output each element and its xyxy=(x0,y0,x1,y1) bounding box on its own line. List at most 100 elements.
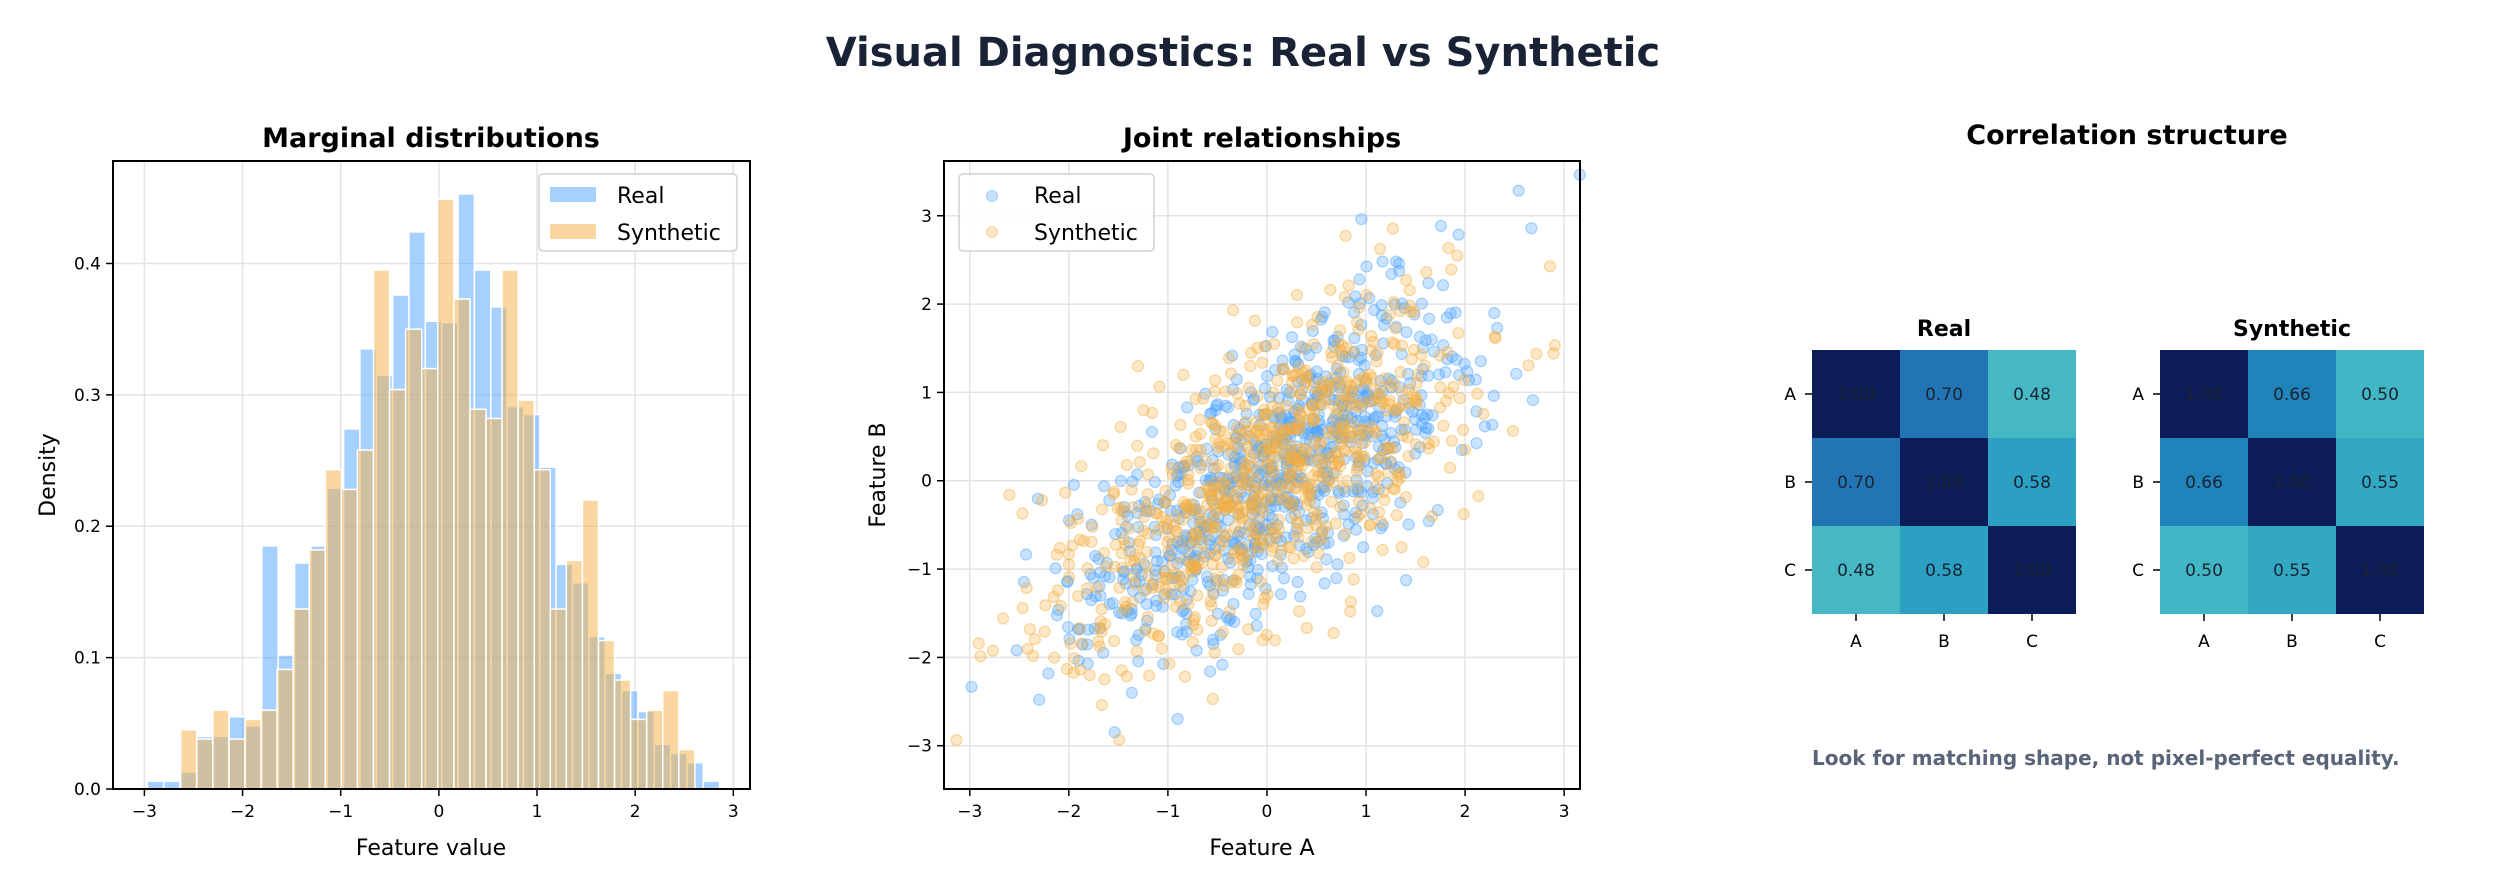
scatter-point-synthetic xyxy=(1243,547,1257,560)
scatter-point-real xyxy=(1403,402,1416,415)
scatter-point-real xyxy=(1440,311,1454,324)
legend-label-synthetic: Synthetic xyxy=(617,221,721,246)
histogram-bar-synthetic xyxy=(517,399,535,790)
scatter-point-real xyxy=(1390,320,1403,334)
scatter-point-real xyxy=(1462,374,1476,387)
scatter-point-synthetic xyxy=(1251,389,1264,403)
scatter-point-real xyxy=(1367,413,1380,426)
histogram-bar-synthetic xyxy=(613,679,632,790)
scatter-point-synthetic xyxy=(1320,480,1333,493)
scatter-point-synthetic xyxy=(1186,561,1199,574)
scatter-point-real xyxy=(1157,657,1170,671)
scatter-point-real xyxy=(1421,408,1434,421)
scatter-point-real xyxy=(1449,306,1462,319)
histogram-legend: Real Synthetic xyxy=(538,173,738,252)
scatter-point-synthetic xyxy=(1184,557,1198,570)
scatter-point-synthetic xyxy=(1321,425,1335,439)
scatter-point-synthetic xyxy=(1332,455,1345,469)
scatter-point-real xyxy=(1260,438,1273,451)
scatter-point-real xyxy=(1242,430,1256,443)
scatter-point-real xyxy=(1314,445,1327,458)
scatter-point-synthetic xyxy=(1407,305,1421,318)
scatter-point-real xyxy=(1359,375,1372,388)
scatter-point-real xyxy=(1330,372,1343,385)
scatter-point-real xyxy=(1361,480,1374,493)
scatter-point-real xyxy=(1357,382,1370,395)
scatter-point-synthetic xyxy=(1386,222,1399,235)
scatter-point-synthetic xyxy=(1417,555,1430,569)
scatter-point-synthetic xyxy=(1062,571,1076,584)
scatter-point-synthetic xyxy=(1282,541,1295,554)
scatter-point-real xyxy=(1291,424,1304,437)
scatter-point-synthetic xyxy=(1329,517,1342,530)
scatter-point-synthetic xyxy=(1312,547,1325,560)
scatter-point-synthetic xyxy=(972,637,985,650)
scatter-point-synthetic xyxy=(1344,595,1357,608)
scatter-point-real xyxy=(1251,545,1264,558)
scatter-point-real xyxy=(1241,474,1254,488)
scatter-point-real xyxy=(1478,420,1491,433)
scatter-point-real xyxy=(1280,461,1293,474)
scatter-point-real xyxy=(1274,534,1287,548)
scatter-point-real xyxy=(1218,483,1232,496)
scatter-point-synthetic xyxy=(1272,435,1285,448)
scatter-point-synthetic xyxy=(1291,517,1305,530)
scatter-point-synthetic xyxy=(1313,534,1327,547)
scatter-point-synthetic xyxy=(1301,371,1314,384)
heatmap-real-row-label: B xyxy=(1784,473,1796,493)
scatter-point-synthetic xyxy=(1207,586,1220,599)
scatter-point-real xyxy=(1379,457,1392,470)
scatter-point-real xyxy=(1149,569,1162,582)
scatter-point-synthetic xyxy=(1344,605,1357,618)
scatter-point-synthetic xyxy=(1457,424,1470,437)
scatter-point-synthetic xyxy=(1321,385,1334,399)
scatter-point-real xyxy=(1399,466,1412,479)
scatter-point-synthetic xyxy=(1394,365,1407,379)
scatter-point-synthetic xyxy=(1217,535,1230,548)
scatter-point-synthetic xyxy=(1335,388,1348,401)
scatter-point-real xyxy=(1264,461,1278,474)
heatmap-synthetic-cell xyxy=(2336,350,2424,438)
scatter-point-real xyxy=(1221,472,1234,486)
scatter-x-tick-label: 0 xyxy=(1262,802,1273,822)
scatter-point-synthetic xyxy=(1263,480,1276,493)
scatter-point-synthetic xyxy=(1081,562,1094,575)
scatter-point-real xyxy=(1390,255,1403,268)
scatter-point-real xyxy=(1278,500,1291,513)
scatter-point-real xyxy=(1231,529,1245,542)
scatter-point-synthetic xyxy=(1206,417,1219,430)
scatter-point-real xyxy=(1247,491,1260,504)
scatter-point-real xyxy=(1234,445,1247,459)
scatter-point-synthetic xyxy=(1200,529,1213,542)
scatter-point-real xyxy=(1332,484,1345,498)
scatter-point-real xyxy=(1123,545,1136,558)
scatter-point-synthetic xyxy=(1182,507,1195,520)
scatter-point-synthetic xyxy=(1393,466,1406,479)
scatter-point-synthetic xyxy=(1307,338,1320,351)
scatter-point-synthetic xyxy=(1284,422,1297,436)
scatter-point-synthetic xyxy=(1399,273,1413,287)
scatter-point-real xyxy=(1402,518,1415,531)
histogram-bar-synthetic xyxy=(276,668,294,790)
scatter-point-real xyxy=(1061,575,1074,588)
scatter-point-real xyxy=(1422,276,1435,290)
scatter-point-synthetic xyxy=(1183,503,1196,516)
scatter-point-real xyxy=(1117,565,1130,578)
scatter-point-synthetic xyxy=(1382,441,1395,454)
correlation-title: Correlation structure xyxy=(1966,120,2287,151)
histogram-x-tick-label: −1 xyxy=(328,802,353,822)
scatter-point-synthetic xyxy=(1339,377,1352,390)
scatter-point-synthetic xyxy=(1374,451,1387,464)
scatter-point-real xyxy=(1185,536,1198,549)
scatter-point-synthetic xyxy=(1118,596,1132,609)
scatter-point-real xyxy=(1204,471,1217,484)
scatter-point-real xyxy=(1264,501,1277,514)
scatter-point-synthetic xyxy=(1239,424,1252,438)
heatmap-real-cell xyxy=(1812,526,1900,614)
scatter-point-real xyxy=(1261,370,1274,383)
scatter-point-real xyxy=(1290,472,1303,485)
scatter-point-real xyxy=(1291,419,1304,432)
scatter-point-synthetic xyxy=(1209,374,1222,387)
scatter-point-synthetic xyxy=(1345,398,1358,411)
scatter-point-synthetic xyxy=(1336,349,1349,362)
